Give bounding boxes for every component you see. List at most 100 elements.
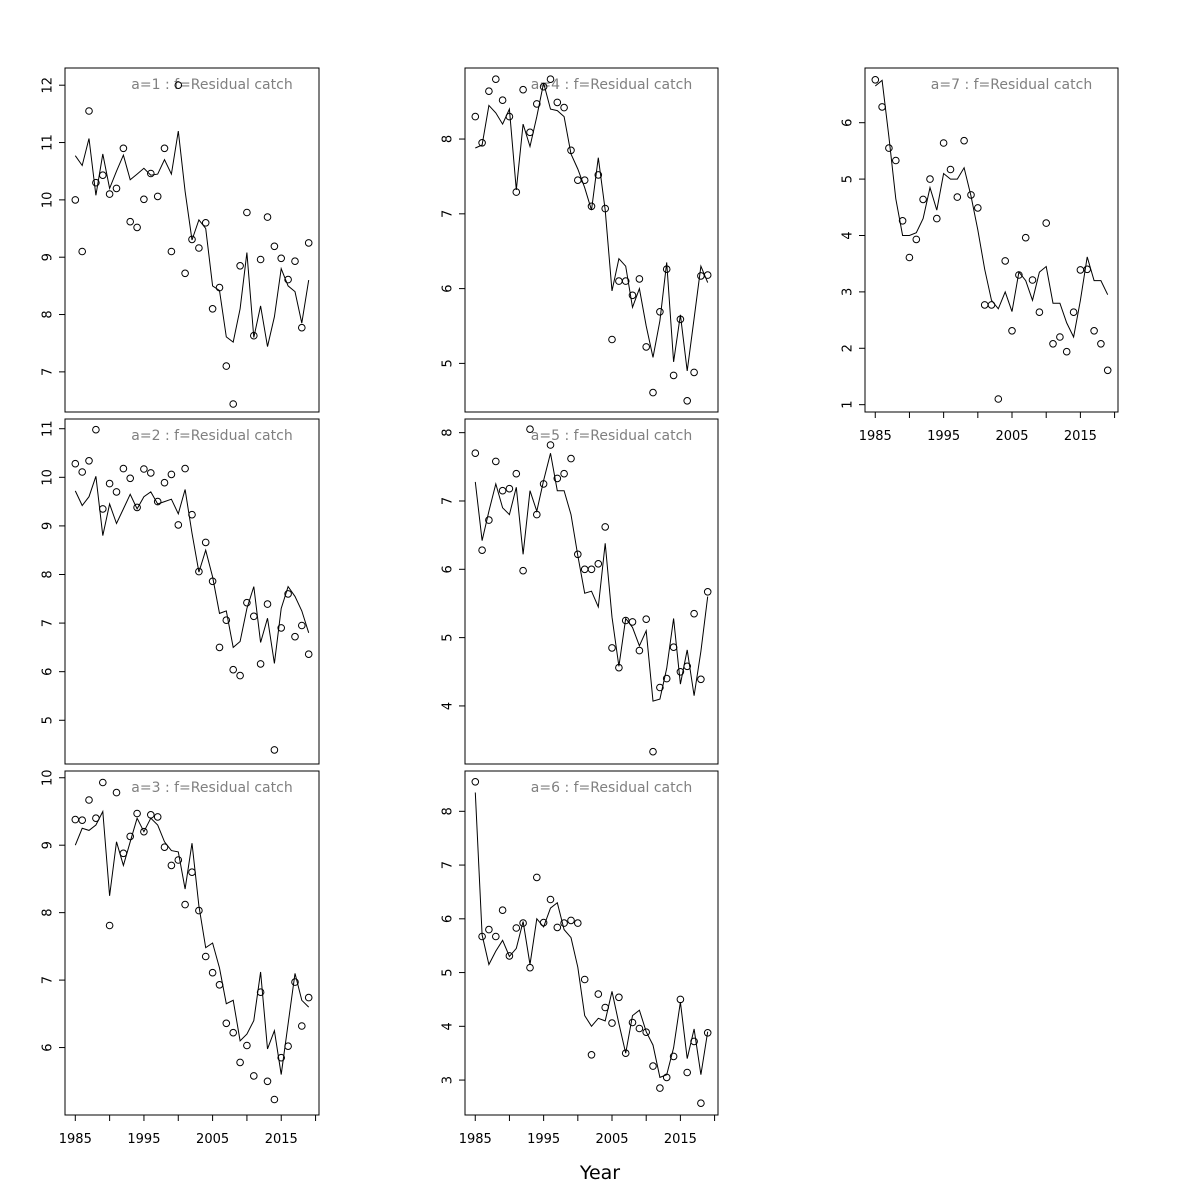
observed-point — [553, 474, 562, 483]
panel-1: a=1 : f=Residual catch 7 8 9 10 11 12 — [41, 67, 320, 413]
observed-point — [662, 674, 671, 683]
y-tick-label: 6 — [41, 668, 56, 676]
y-tick-label: 11 — [41, 420, 56, 437]
observed-point — [188, 510, 196, 519]
observed-point — [195, 906, 203, 915]
fitted-line — [474, 453, 709, 702]
observed-point — [236, 1058, 244, 1067]
observed-point — [580, 975, 589, 984]
observed-point — [1062, 347, 1071, 356]
observed-point — [946, 165, 955, 174]
observed-point — [99, 778, 107, 787]
observed-point — [304, 993, 313, 1002]
y-tick-label: 5 — [41, 716, 56, 724]
y-tick-label: 5 — [441, 968, 456, 976]
observed-point — [898, 217, 907, 225]
observed-point — [208, 305, 217, 313]
observed-point — [147, 811, 155, 819]
observed-point — [669, 643, 678, 652]
observed-point — [112, 788, 121, 797]
observed-point — [291, 632, 299, 641]
observed-point — [1097, 340, 1105, 348]
observed-point — [526, 425, 534, 434]
observed-point — [229, 1028, 237, 1037]
observed-point — [147, 469, 155, 477]
observed-point — [195, 244, 203, 252]
observed-point — [215, 981, 224, 989]
observed-point — [1076, 266, 1085, 274]
observed-point — [656, 1084, 664, 1092]
observed-point — [539, 480, 548, 488]
observed-point — [92, 814, 100, 823]
observed-point — [229, 400, 237, 408]
observed-point — [574, 176, 582, 184]
observed-point — [243, 598, 251, 607]
observed-point — [133, 223, 141, 232]
observed-point — [85, 107, 93, 115]
observed-point — [99, 171, 107, 179]
observed-point — [546, 895, 555, 904]
observed-point — [160, 843, 169, 852]
observed-point — [167, 470, 176, 479]
observed-point — [676, 995, 685, 1004]
observed-point — [147, 169, 155, 178]
observed-point — [153, 497, 162, 506]
observed-point — [649, 1062, 657, 1070]
observed-point — [1008, 327, 1016, 335]
observed-point — [92, 178, 100, 187]
observed-point — [284, 275, 292, 284]
observed-point — [703, 588, 712, 596]
observed-point — [608, 1019, 616, 1027]
observed-point — [236, 262, 244, 270]
observed-point — [628, 618, 637, 626]
observed-point — [105, 921, 114, 930]
observed-point — [208, 968, 217, 977]
observed-point — [656, 683, 664, 692]
observed-point — [85, 796, 93, 804]
panel-title: a=7 : f=Residual catch — [931, 77, 1092, 93]
observed-point — [250, 612, 258, 621]
observed-point — [243, 208, 251, 217]
observed-point — [236, 671, 244, 680]
panel-6: a=6 : f=Residual catch 3 4 5 6 7 8 1985 1995 2005… — [441, 770, 719, 1147]
x-tick-label: 1985 — [459, 1132, 492, 1147]
observed-point — [112, 488, 121, 496]
observed-point — [885, 144, 893, 152]
observed-point — [498, 486, 507, 495]
observed-point — [560, 919, 568, 927]
observed-point — [621, 1049, 630, 1057]
y-tick-label: 11 — [41, 134, 56, 151]
observed-point — [250, 331, 258, 340]
observed-point — [160, 144, 169, 153]
observed-point — [683, 397, 692, 405]
observed-point — [181, 900, 189, 909]
observed-point — [71, 196, 80, 204]
observed-point — [277, 1053, 286, 1062]
observed-point — [71, 815, 80, 824]
observed-point — [662, 265, 671, 274]
panel-frame — [64, 770, 320, 1116]
observed-point — [1090, 327, 1098, 335]
observed-point — [560, 469, 568, 478]
observed-point — [1056, 333, 1064, 341]
observed-point — [126, 474, 134, 483]
observed-point — [160, 478, 169, 487]
observed-point — [256, 660, 265, 668]
observed-point — [304, 239, 313, 247]
observed-point — [533, 873, 541, 882]
observed-point — [277, 624, 286, 632]
observed-point — [587, 1051, 596, 1059]
panel-title: a=1 : f=Residual catch — [131, 77, 292, 93]
observed-point — [690, 368, 698, 377]
panel-7: a=7 : f=Residual catch 1 2 3 4 5 6 1985 1995 2005… — [841, 67, 1119, 444]
observed-point — [222, 362, 231, 370]
observed-point — [126, 217, 134, 226]
y-tick-label: 3 — [441, 1076, 456, 1084]
observed-point — [905, 253, 914, 262]
observed-point — [574, 919, 582, 927]
fitted-line — [474, 792, 709, 1079]
observed-point — [1021, 233, 1030, 242]
observed-point — [615, 993, 623, 1002]
observed-point — [878, 103, 886, 111]
observed-point — [1103, 366, 1112, 375]
